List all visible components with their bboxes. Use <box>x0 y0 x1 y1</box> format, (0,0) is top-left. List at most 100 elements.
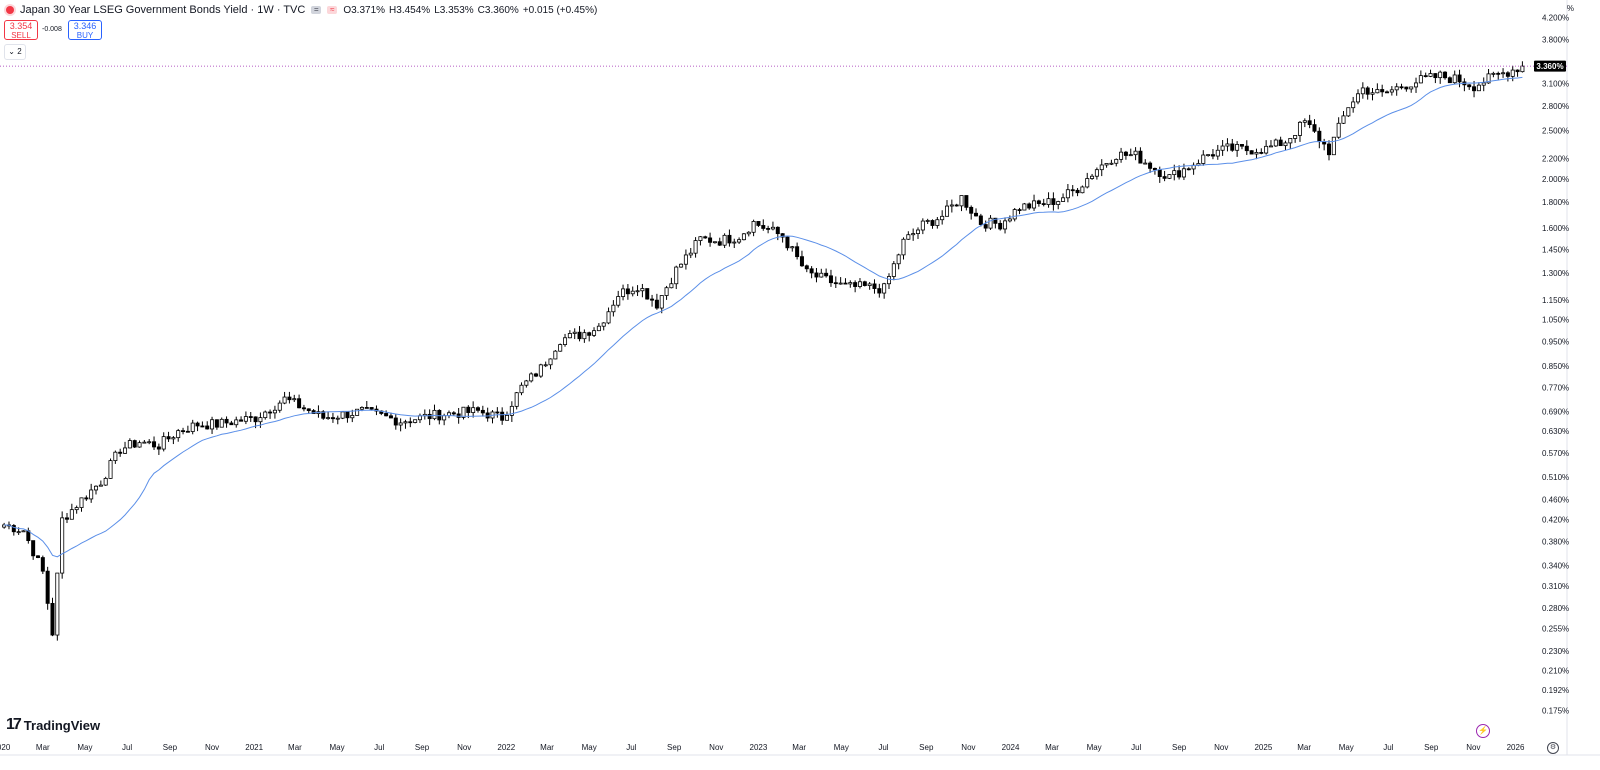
candle-body <box>645 288 650 300</box>
tradingview-logo[interactable]: 17 TradingView <box>6 716 100 734</box>
candle-body <box>181 430 186 433</box>
candle-body <box>727 234 732 244</box>
candle <box>413 419 418 424</box>
candle <box>1094 167 1099 180</box>
candle <box>1283 140 1288 151</box>
candle <box>592 327 597 337</box>
candle-body <box>1148 162 1153 169</box>
candle-body <box>882 283 887 294</box>
candle-body <box>901 238 906 256</box>
candle-body <box>55 572 60 636</box>
candle-body <box>1070 189 1075 192</box>
candle <box>746 231 751 237</box>
time-tick-label: May <box>834 743 849 752</box>
candle <box>480 405 485 417</box>
candle <box>780 233 785 243</box>
candle <box>166 431 171 442</box>
time-tick-label: Jul <box>878 743 888 752</box>
candle <box>698 236 703 246</box>
price-tick-label: 1.300% <box>1542 269 1569 278</box>
candle <box>761 219 766 231</box>
candle-body <box>741 233 746 241</box>
candle <box>563 333 568 347</box>
symbol-legend[interactable]: Japan 30 Year LSEG Government Bonds Yiel… <box>6 3 597 17</box>
candle-body <box>1481 82 1486 86</box>
time-tick-label: 2023 <box>750 743 768 752</box>
candle-body <box>21 530 26 533</box>
lightning-icon[interactable]: ⚡ <box>1476 724 1490 738</box>
price-tick-label: 0.310% <box>1542 582 1569 591</box>
candle-body <box>461 406 466 418</box>
candle-body <box>877 288 882 294</box>
candle-body <box>998 222 1003 230</box>
candle <box>1385 90 1390 94</box>
candle-body <box>891 263 896 277</box>
candle <box>330 412 335 423</box>
candle-body <box>799 256 804 267</box>
price-tick-label: 0.210% <box>1542 667 1569 676</box>
candle-body <box>1423 75 1428 78</box>
candle <box>983 220 988 232</box>
candle <box>1085 172 1090 189</box>
candle-body <box>790 246 795 249</box>
candle-body <box>137 442 142 448</box>
candle <box>886 273 891 290</box>
candle <box>1061 193 1066 202</box>
gear-icon[interactable]: ⚙ <box>1547 742 1559 754</box>
symbol-title[interactable]: Japan 30 Year LSEG Government Bonds Yiel… <box>20 4 306 16</box>
candle-body <box>843 282 848 285</box>
candle <box>645 288 650 300</box>
time-tick-label: Nov <box>205 743 219 752</box>
candle <box>1056 200 1061 210</box>
price-tick-label: 1.800% <box>1542 198 1569 207</box>
candle <box>190 419 195 435</box>
candle-body <box>1331 136 1336 156</box>
candle-body <box>857 281 862 287</box>
candle <box>1065 184 1070 203</box>
candle <box>451 411 456 416</box>
candle-body <box>268 411 273 414</box>
candle-body <box>833 282 838 285</box>
candle <box>790 245 795 252</box>
price-axis[interactable]: 4.200% 3.800% 3.100% 2.800% 2.500% 2.200% 2.00… <box>1542 13 1569 715</box>
candle-body <box>1051 198 1056 205</box>
candle-body <box>243 416 248 422</box>
candle <box>108 458 113 479</box>
candle-body <box>1336 122 1341 138</box>
candle <box>930 219 935 229</box>
indicators-toggle-button[interactable]: ⌄ 2 <box>4 44 26 60</box>
candle-body <box>1210 154 1215 157</box>
candle-body <box>853 282 858 287</box>
time-tick-label: Nov <box>1466 743 1480 752</box>
candle-body <box>297 398 302 409</box>
candle-body <box>1418 75 1423 84</box>
buy-button[interactable]: 3.346 BUY <box>68 20 102 40</box>
candle <box>572 328 577 340</box>
candle-body <box>1346 107 1351 117</box>
moving-average-layer <box>4 76 1523 558</box>
candle-body <box>326 417 331 419</box>
candle <box>1293 135 1298 143</box>
candle <box>200 421 205 428</box>
price-tick-label: 0.460% <box>1542 496 1569 505</box>
candle <box>587 331 592 342</box>
candle-body <box>1133 150 1138 156</box>
candle-body <box>1027 203 1032 209</box>
candle <box>848 280 853 288</box>
candle <box>40 555 45 575</box>
candle-body <box>1119 151 1124 160</box>
candle-body <box>978 215 983 225</box>
time-axis[interactable]: 2020 Mar May Jul Sep Nov 2021 Mar May Jul Sep Nov 20… <box>0 743 1525 752</box>
candle-body <box>1065 189 1070 199</box>
candle <box>843 278 848 285</box>
candle-body <box>369 407 374 410</box>
sell-button[interactable]: 3.354 SELL <box>4 20 38 40</box>
candle <box>1346 107 1351 118</box>
candle-body <box>993 217 998 224</box>
candle-body <box>751 221 756 233</box>
candle <box>708 232 713 247</box>
price-tick-label: 0.175% <box>1542 706 1569 715</box>
time-tick-label: 2026 <box>1507 743 1525 752</box>
candle-body <box>848 282 853 285</box>
